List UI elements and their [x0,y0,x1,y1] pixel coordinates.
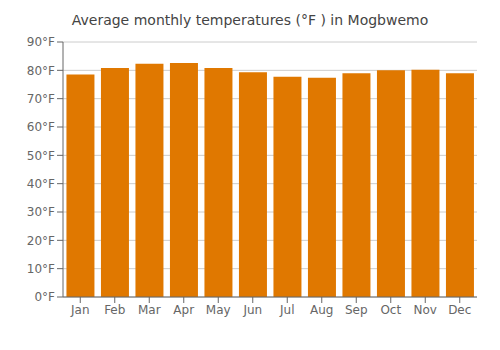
svg-text:Jun: Jun [242,303,262,317]
svg-text:70°F: 70°F [27,92,55,106]
svg-text:Jan: Jan [70,303,90,317]
svg-text:May: May [206,303,231,317]
svg-text:40°F: 40°F [27,177,55,191]
svg-text:Jul: Jul [279,303,294,317]
svg-text:Apr: Apr [173,303,194,317]
svg-text:0°F: 0°F [34,290,55,304]
svg-text:Dec: Dec [448,303,471,317]
svg-text:Nov: Nov [414,303,437,317]
svg-text:90°F: 90°F [27,35,55,49]
svg-text:Feb: Feb [104,303,125,317]
svg-text:80°F: 80°F [27,64,55,78]
html-text:Average monthly temperatures (: Average monthly temperatures (°F ) in Mo… [71,12,429,28]
svg-text:50°F: 50°F [27,149,55,163]
svg-text:Aug: Aug [310,303,333,317]
svg-text:Sep: Sep [345,303,368,317]
svg-text:Mar: Mar [138,303,161,317]
svg-text:30°F: 30°F [27,205,55,219]
svg-text:20°F: 20°F [27,234,55,248]
svg-text:60°F: 60°F [27,120,55,134]
svg-text:10°F: 10°F [27,262,55,276]
svg-text:Oct: Oct [380,303,401,317]
